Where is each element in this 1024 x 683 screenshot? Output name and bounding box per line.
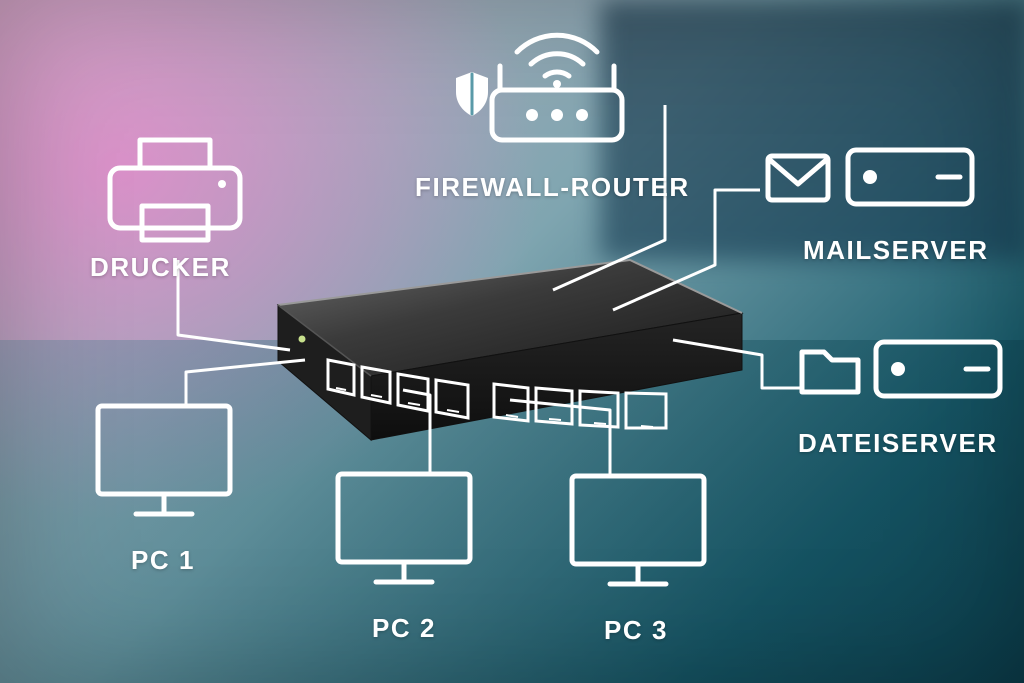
printer-icon: [110, 140, 240, 240]
pc2-icon: [338, 474, 470, 582]
server-box-icon: [848, 150, 972, 204]
label-pc3: PC 3: [604, 615, 668, 646]
network-diagram: DRUCKER FIREWALL-ROUTER MAILSERVER DATEI…: [0, 0, 1024, 683]
label-fileserver: DATEISERVER: [798, 428, 998, 459]
label-pc1: PC 1: [131, 545, 195, 576]
label-router: FIREWALL-ROUTER: [415, 172, 690, 203]
edge-pc3: [510, 400, 610, 477]
shield-icon: [456, 72, 488, 116]
mail-server-icon: [768, 150, 972, 204]
folder-icon: [802, 352, 858, 392]
diagram-svg: [0, 0, 1024, 683]
label-pc2: PC 2: [372, 613, 436, 644]
switch-device: [278, 260, 742, 440]
pc1-icon: [98, 406, 230, 514]
label-mailserver: MAILSERVER: [803, 235, 989, 266]
pc3-icon: [572, 476, 704, 584]
server-box-icon-2: [876, 342, 1000, 396]
envelope-icon: [768, 156, 828, 200]
label-printer: DRUCKER: [90, 252, 231, 283]
router-icon: [492, 35, 622, 140]
file-server-icon: [802, 342, 1000, 396]
